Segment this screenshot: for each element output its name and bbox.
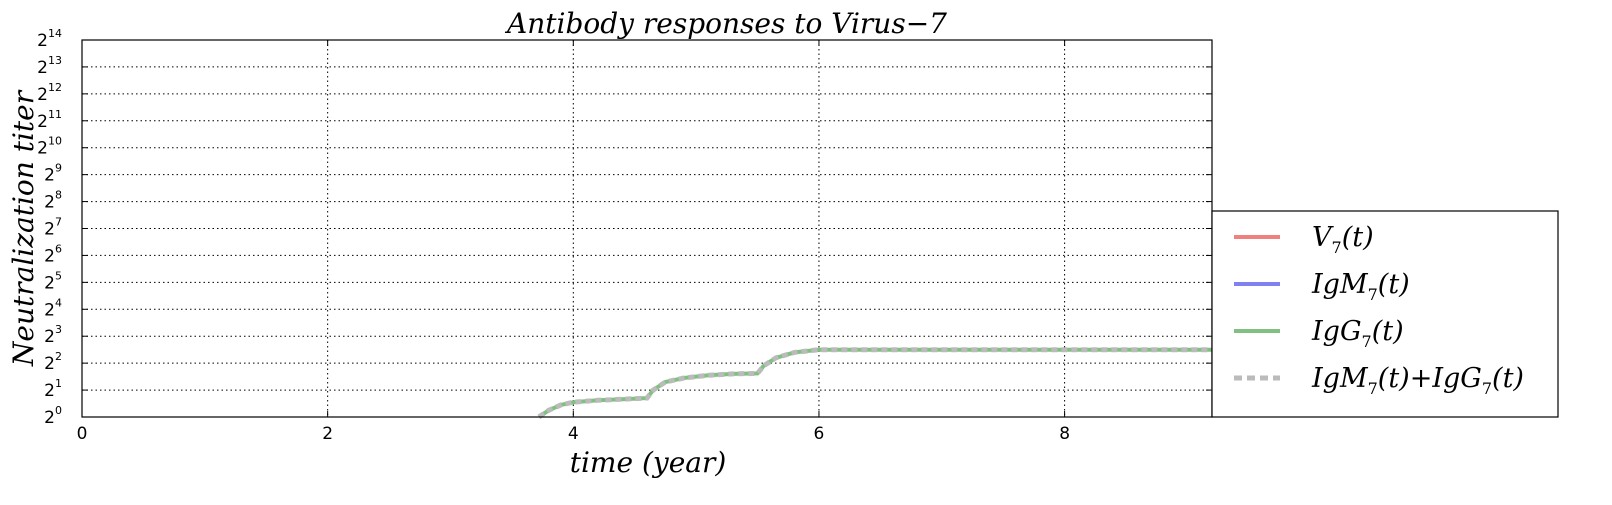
legend-frame bbox=[1211, 210, 1559, 418]
y-tick-base: 2 bbox=[44, 300, 55, 320]
grid-lines bbox=[82, 40, 1212, 417]
y-tick-exponent: 0 bbox=[55, 404, 62, 417]
y-tick-label: 24 bbox=[44, 296, 62, 320]
y-tick-label: 213 bbox=[37, 54, 62, 78]
y-tick-base: 2 bbox=[44, 381, 55, 401]
y-tick-base: 2 bbox=[44, 193, 55, 213]
y-tick-label: 23 bbox=[44, 323, 62, 347]
x-tick-label: 0 bbox=[77, 424, 88, 444]
y-tick-base: 2 bbox=[37, 31, 48, 51]
y-tick-exponent: 13 bbox=[48, 54, 62, 67]
y-tick-base: 2 bbox=[44, 166, 55, 186]
y-tick-base: 2 bbox=[44, 273, 55, 293]
y-tick-exponent: 8 bbox=[55, 189, 62, 202]
y-tick-base: 2 bbox=[44, 246, 55, 266]
legend-label-3: IgM7(t)+IgG7(t) bbox=[1311, 363, 1524, 398]
x-axis-label: time (year) bbox=[570, 446, 727, 479]
y-tick-base: 2 bbox=[37, 139, 48, 159]
y-tick-exponent: 10 bbox=[48, 135, 62, 148]
y-tick-base: 2 bbox=[37, 112, 48, 132]
y-tick-exponent: 4 bbox=[55, 296, 62, 309]
y-tick-label: 25 bbox=[44, 269, 62, 293]
x-tick-label: 4 bbox=[568, 424, 579, 444]
y-tick-exponent: 2 bbox=[55, 350, 62, 363]
y-tick-exponent: 7 bbox=[55, 216, 62, 229]
y-tick-base: 2 bbox=[44, 327, 55, 347]
y-tick-exponent: 6 bbox=[55, 242, 62, 255]
y-tick-exponent: 11 bbox=[48, 108, 62, 121]
y-tick-exponent: 9 bbox=[55, 162, 62, 175]
x-tick-label: 2 bbox=[322, 424, 333, 444]
x-tick-label: 8 bbox=[1059, 424, 1070, 444]
legend-label-1: IgM7(t) bbox=[1311, 269, 1410, 304]
series-line-3 bbox=[537, 347, 1212, 420]
y-tick-base: 2 bbox=[37, 58, 48, 78]
y-tick-label: 26 bbox=[44, 242, 62, 266]
x-axis-ticks: 0 2 4 6 8 bbox=[77, 40, 1070, 444]
plot-frame bbox=[81, 39, 1213, 418]
x-tick-label: 6 bbox=[814, 424, 825, 444]
y-tick-label: 27 bbox=[44, 216, 62, 240]
y-tick-label: 211 bbox=[37, 108, 62, 132]
y-tick-label: 22 bbox=[44, 350, 62, 374]
y-tick-base: 2 bbox=[44, 354, 55, 374]
y-tick-exponent: 1 bbox=[55, 377, 62, 390]
y-tick-exponent: 14 bbox=[48, 27, 62, 40]
legend-label-0: V7(t) bbox=[1312, 222, 1374, 257]
y-tick-label: 212 bbox=[37, 81, 62, 105]
series-lines bbox=[537, 347, 1212, 420]
y-tick-exponent: 3 bbox=[55, 323, 62, 336]
y-tick-label: 21 bbox=[44, 377, 62, 401]
y-tick-base: 2 bbox=[44, 220, 55, 240]
legend-label-2: IgG7(t) bbox=[1311, 316, 1404, 351]
y-tick-label: 214 bbox=[37, 27, 62, 51]
y-tick-base: 2 bbox=[44, 408, 55, 428]
y-axis-label: Neutralization titer bbox=[7, 89, 40, 367]
y-tick-exponent: 5 bbox=[55, 269, 62, 282]
y-tick-base: 2 bbox=[37, 85, 48, 105]
y-tick-label: 210 bbox=[37, 135, 62, 159]
series-line-2 bbox=[537, 347, 1212, 419]
y-tick-label: 29 bbox=[44, 162, 62, 186]
y-tick-label: 28 bbox=[44, 189, 62, 213]
y-tick-label: 20 bbox=[44, 404, 62, 428]
legend: V7(t) IgM7(t) IgG7(t) IgM7(t)+IgG7(t) bbox=[1211, 210, 1559, 418]
chart-title: Antibody responses to Virus−7 bbox=[504, 7, 947, 40]
y-tick-exponent: 12 bbox=[48, 81, 62, 94]
